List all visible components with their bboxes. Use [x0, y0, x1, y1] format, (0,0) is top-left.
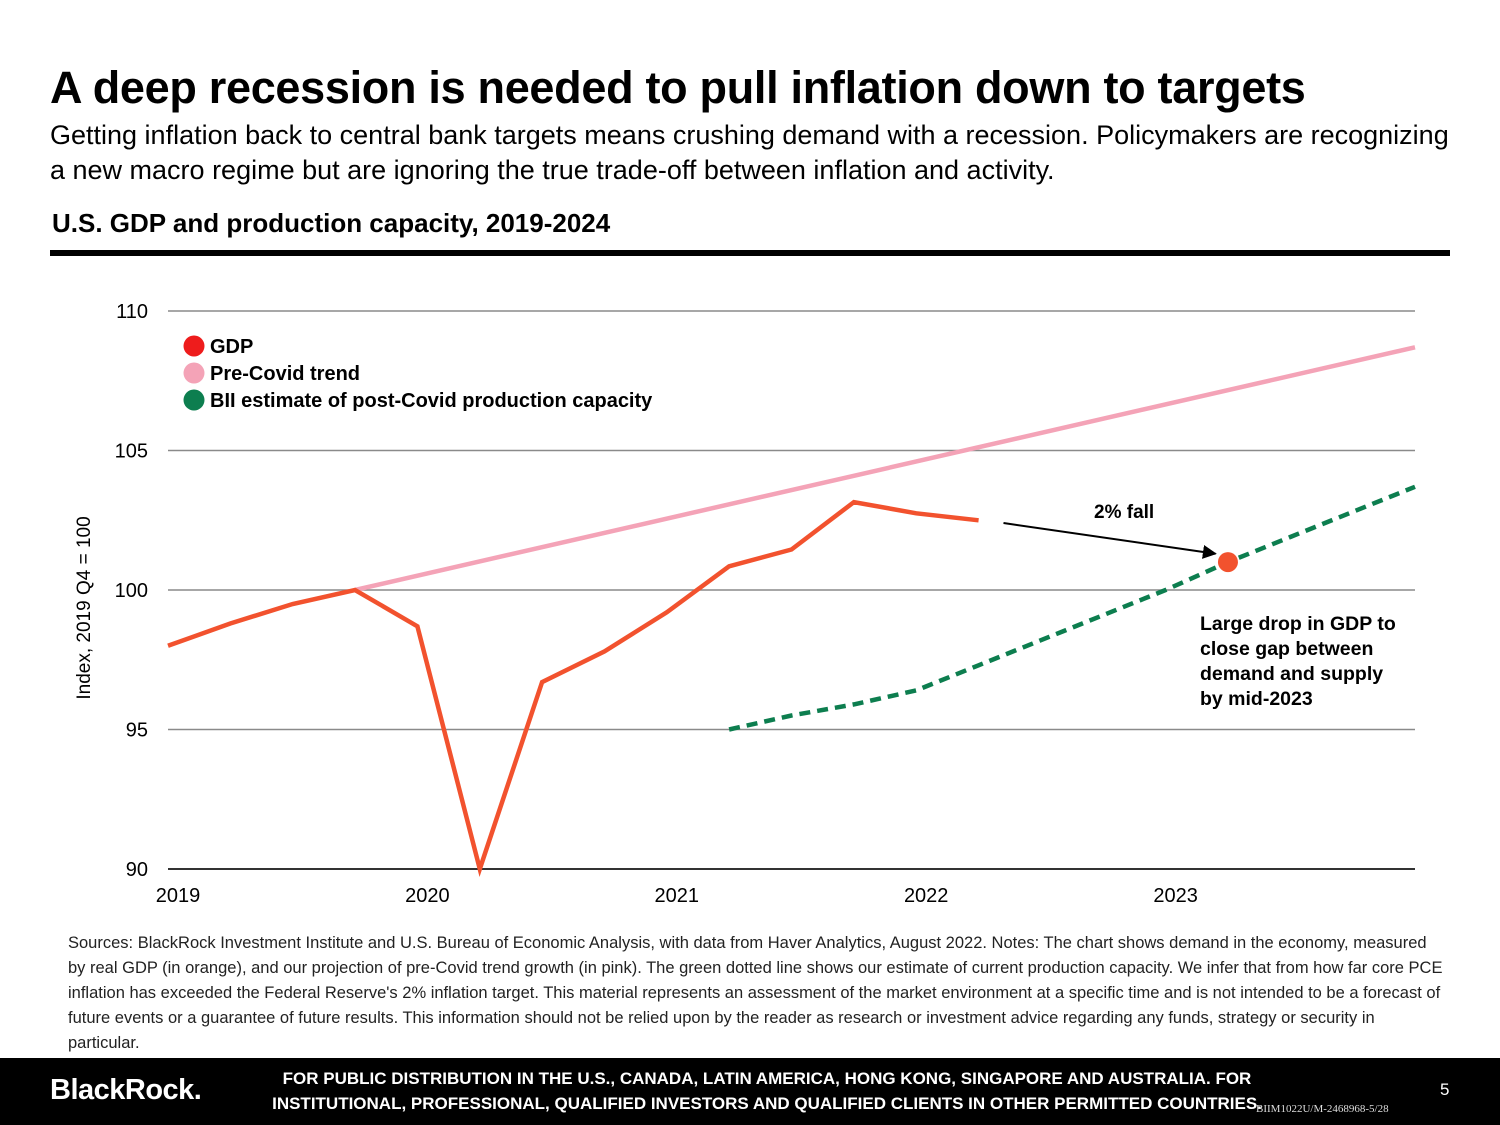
- page-subtitle: Getting inflation back to central bank t…: [50, 120, 1449, 185]
- x-tick-label: 2019: [156, 885, 201, 907]
- gdp-target-marker: [1217, 552, 1238, 573]
- legend-label-0: GDP: [210, 336, 253, 358]
- title-rule: [50, 250, 1450, 256]
- gdp-capacity-chart: 90 95 100 105 110 2019 2020 2021 2022 2023 Index, …: [74, 301, 1416, 907]
- annotation-note-line: close gap between: [1200, 638, 1373, 660]
- fall-arrow: [1003, 522, 1217, 559]
- y-tick-label: 90: [126, 859, 148, 881]
- distribution-disclaimer: FOR PUBLIC DISTRIBUTION IN THE U.S., CAN…: [272, 1069, 1262, 1113]
- annotation-note-line: demand and supply: [1200, 663, 1383, 685]
- chart-title: U.S. GDP and production capacity, 2019-2…: [52, 208, 611, 238]
- document-id: BIIM1022U/M-2468968-5/28: [1256, 1103, 1389, 1115]
- y-tick-label: 95: [126, 720, 148, 742]
- series-line-1: [354, 345, 1416, 593]
- page-number: 5: [1440, 1080, 1450, 1099]
- blackrock-logo: BlackRock.: [50, 1074, 202, 1106]
- footer: BlackRock. FOR PUBLIC DISTRIBUTION IN TH…: [0, 1058, 1500, 1125]
- legend-label-1: Pre-Covid trend: [210, 363, 360, 385]
- series-line-0: [167, 499, 979, 877]
- series-line-2: [728, 484, 1416, 732]
- legend-swatch-0: [183, 335, 205, 357]
- y-axis-label: Index, 2019 Q4 = 100: [74, 516, 95, 699]
- legend-label-2: BII estimate of post-Covid production ca…: [210, 390, 653, 412]
- legend-swatch-1: [183, 362, 205, 384]
- x-tick-label: 2021: [655, 885, 700, 907]
- x-tick-label: 2023: [1153, 885, 1198, 907]
- page-title: A deep recession is needed to pull infla…: [50, 62, 1306, 113]
- x-tick-label: 2022: [904, 885, 949, 907]
- arrow-label: 2% fall: [1094, 502, 1154, 523]
- source-notes: Sources: BlackRock Investment Institute …: [68, 934, 1443, 1052]
- x-tick-label: 2020: [405, 885, 450, 907]
- y-tick-label: 105: [115, 441, 148, 463]
- annotation-note-line: by mid-2023: [1200, 688, 1313, 710]
- y-tick-label: 110: [116, 301, 148, 323]
- y-tick-label: 100: [115, 580, 148, 602]
- legend-swatch-2: [183, 389, 205, 411]
- annotation-note-line: Large drop in GDP to: [1200, 613, 1396, 635]
